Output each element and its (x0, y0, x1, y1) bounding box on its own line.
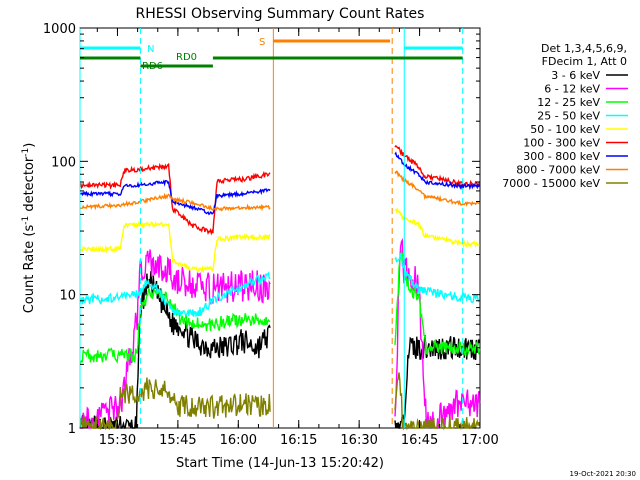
x-tick-label: 15:30 (99, 433, 136, 448)
legend-label: 12 - 25 keV (537, 96, 600, 109)
y-tick-label: 100 (51, 155, 76, 170)
series-line-segment (79, 377, 271, 431)
series-25-50-kev (79, 252, 481, 318)
legend: Det 1,3,4,5,6,9, FDecim 1, Att 0 3 - 6 k… (502, 42, 628, 190)
legend-label: 6 - 12 keV (544, 83, 600, 96)
x-tick-label: 17:00 (461, 433, 498, 448)
axis-layer: 15:30 15:45 16:00 16:15 16:30 16:45 17:00 1 10 10… (43, 22, 499, 448)
legend-label: 25 - 50 keV (537, 110, 600, 123)
datestamp: 19-Oct-2021 20:30 (570, 470, 636, 478)
series-line-segment (394, 252, 481, 303)
series-layer (79, 145, 481, 431)
y-tick-label: 10 (59, 289, 76, 304)
series-line-segment (394, 372, 481, 431)
series-300-800-kev (79, 151, 481, 216)
series-line-segment (79, 179, 271, 216)
y-tick-label: 1 (68, 422, 76, 437)
series-line-segment (79, 162, 271, 236)
series-50-100-kev (79, 208, 481, 274)
marker-layer: N S RD0 RD6 (79, 28, 464, 428)
annotation-rd0: RD0 (176, 52, 197, 63)
series-line-segment (79, 220, 271, 274)
legend-header-line-1: Det 1,3,4,5,6,9, (541, 42, 627, 55)
y-tick-label: 1000 (43, 22, 76, 37)
series-line-segment (395, 208, 481, 249)
series-line-segment (394, 170, 480, 207)
series-line-segment (79, 287, 271, 364)
series-line-segment (394, 237, 481, 429)
series-800-7000-kev (79, 170, 480, 212)
series-line-segment (80, 249, 271, 430)
legend-label: 50 - 100 keV (530, 123, 600, 136)
x-tick-label: 15:45 (159, 433, 196, 448)
series-12-25-kev (79, 249, 481, 364)
legend-header-line-2: FDecim 1, Att 0 (542, 55, 627, 68)
x-tick-label: 16:45 (401, 433, 438, 448)
series-100-300-kev (79, 145, 481, 236)
series-line-segment (394, 151, 481, 191)
series-line-segment (79, 192, 271, 212)
series-line-segment (394, 145, 481, 188)
legend-label: 300 - 800 keV (523, 150, 600, 163)
x-tick-label: 16:30 (340, 433, 377, 448)
series-line-segment (79, 271, 271, 318)
annotation-night: N (147, 44, 154, 55)
legend-label: 800 - 7000 keV (516, 164, 600, 177)
y-axis-label: Count Rate (s-1 detector-1) (21, 143, 37, 314)
legend-label: 7000 - 15000 keV (502, 177, 600, 190)
x-tick-label: 16:00 (220, 433, 257, 448)
x-tick-label: 16:15 (280, 433, 317, 448)
x-axis-label: Start Time (14-Jun-13 15:20:42) (176, 456, 384, 471)
annotation-rd6: RD6 (142, 61, 163, 72)
legend-label: 100 - 300 keV (523, 137, 600, 150)
chart-title: RHESSI Observing Summary Count Rates (136, 6, 425, 22)
annotation-saa: S (259, 37, 265, 48)
series-line-segment (394, 249, 481, 358)
series-7000-15000-kev (79, 372, 481, 431)
legend-label: 3 - 6 keV (551, 69, 600, 82)
